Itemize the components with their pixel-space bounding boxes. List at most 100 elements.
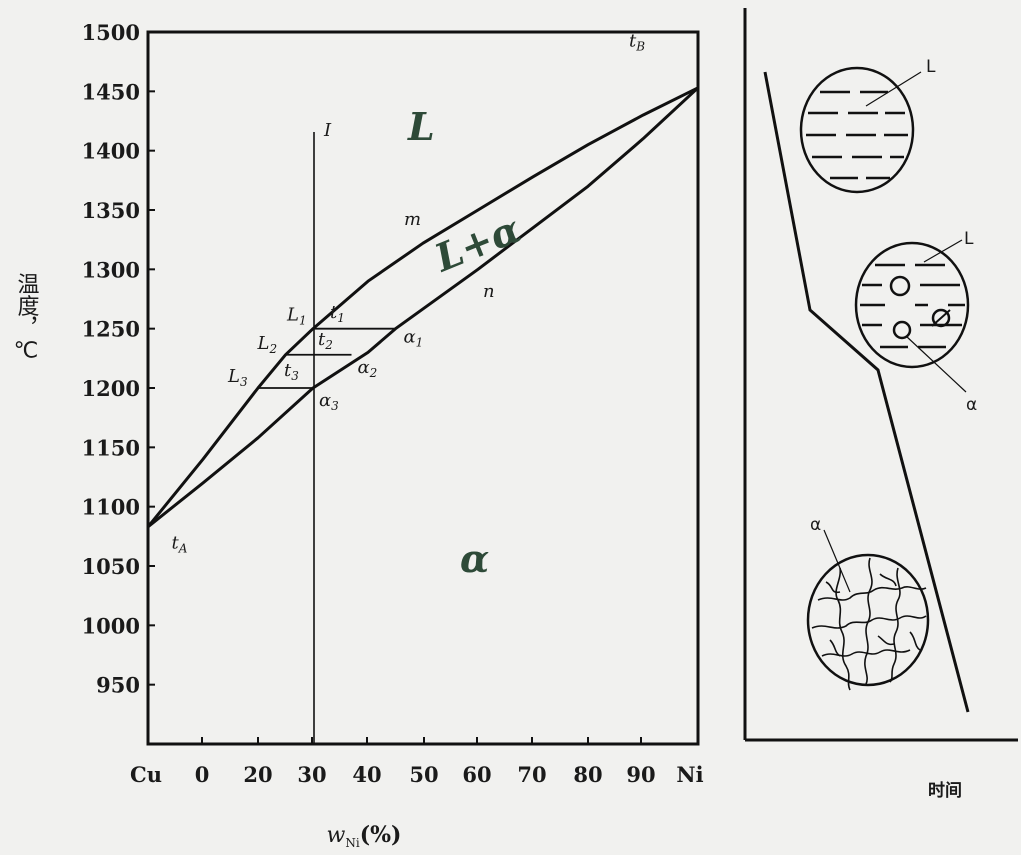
liquid-composition-label-main: L (257, 333, 270, 354)
x-axis-label-w: w (327, 823, 346, 848)
grain-boundaries (811, 557, 927, 691)
solid-composition-label-sub: 2 (369, 366, 378, 380)
x-tick-label: 0 (195, 762, 210, 787)
melting-point-label-main: t (629, 31, 637, 52)
y-tick-label: 950 (96, 673, 140, 698)
grain-two-phase-label-L: L (964, 229, 974, 249)
liquidus-label: m (404, 209, 421, 230)
melting-point-label: tB (629, 31, 645, 54)
y-tick-label: 1050 (82, 554, 140, 579)
grain-two-phase-leader-L (923, 239, 963, 263)
phase-curves (146, 86, 700, 744)
solid-composition-label-sub: 1 (416, 336, 424, 350)
alpha-nucleus (892, 320, 912, 340)
time-axis-label: 时间 (928, 780, 962, 801)
alloy-line-label: I (323, 120, 332, 141)
tie-line-temp-label-main: t (330, 302, 338, 323)
alpha-nucleus-mark (931, 309, 951, 327)
x-tick-label: 30 (297, 762, 326, 787)
grain-solid: α (806, 515, 930, 691)
x-tick-label: 60 (462, 762, 491, 787)
phase-chart: 1500145014001350130012501200115011001050… (82, 20, 704, 787)
y-tick-label: 1400 (82, 139, 140, 164)
x-tick-label: 40 (352, 762, 381, 787)
grain-solid-leader (823, 529, 851, 593)
tie-line-temp-label-main: t (284, 360, 292, 381)
grain-two-phase-leader-a (905, 335, 967, 393)
y-tick-label: 1200 (82, 376, 140, 401)
liquid-composition-label: L3 (227, 366, 248, 389)
solidus-label: n (483, 281, 495, 302)
y-tick-label: 1500 (82, 20, 140, 45)
grain-solid-outline (806, 553, 930, 687)
liquid-composition-label-sub: 2 (268, 342, 277, 356)
grain-solid-label: α (810, 515, 821, 535)
solid-composition-label-main: α (404, 327, 416, 348)
y-axis-ticks: 1500 1450 1400 1350 1300 1250 1200 1150 1100 1050… (82, 20, 155, 698)
region-liquid-label: L (407, 104, 435, 149)
x-tick-label: Ni (676, 762, 703, 787)
y-axis-label: 温度，℃ (14, 273, 40, 364)
grain-liquid-label: L (926, 57, 936, 77)
liquid-dashes (806, 90, 908, 180)
cooling-curve (763, 71, 970, 713)
x-axis-ticks: Cu 0 20 30 40 50 60 70 80 90 Ni (130, 737, 704, 787)
x-axis-label: wNi(%) (327, 822, 402, 850)
x-axis-label-sub: Ni (345, 836, 360, 850)
tie-line-temp-label-main: t (318, 329, 326, 350)
solid-composition-label-sub: 3 (331, 399, 339, 413)
tie-line-temp-label-sub: 3 (291, 369, 299, 383)
x-tick-label: 70 (517, 762, 546, 787)
y-tick-label: 1000 (82, 613, 140, 638)
melting-point-label-main: t (172, 533, 180, 554)
x-tick-label: 80 (573, 762, 602, 787)
grain-two-phase: L α (854, 229, 977, 415)
tie-line-temp-label: t1 (330, 302, 345, 325)
liquid-composition-label: L2 (257, 333, 278, 356)
tie-line-temp-label-sub: 1 (337, 311, 345, 325)
alpha-nucleus (931, 308, 951, 328)
liquidus-curve (146, 86, 699, 528)
two-phase-dashes (860, 263, 965, 349)
x-axis-label-unit: (%) (360, 822, 402, 848)
region-solid-label: α (460, 536, 489, 581)
y-tick-label: 1300 (82, 257, 140, 282)
solid-composition-label-main: α (319, 390, 331, 411)
x-tick-label: 20 (243, 762, 272, 787)
y-tick-label: 1150 (82, 435, 140, 460)
y-tick-label: 1450 (82, 79, 140, 104)
y-tick-label: 1250 (82, 317, 140, 342)
solid-composition-label: α1 (404, 327, 424, 350)
liquid-composition-label-sub: 3 (240, 375, 248, 389)
tie-lines (258, 327, 396, 389)
grain-liquid-outline (799, 66, 915, 194)
liquid-composition-label-main: L (227, 366, 240, 387)
y-tick-label: 1100 (82, 495, 140, 520)
x-tick-label: 90 (626, 762, 655, 787)
x-tick-label: 50 (409, 762, 438, 787)
liquid-composition-label-main: L (286, 305, 299, 326)
grain-two-phase-label-a: α (966, 395, 977, 415)
x-tick-label: Cu (130, 762, 162, 787)
solid-composition-label-main: α (358, 357, 370, 378)
melting-point-label-sub: B (635, 40, 645, 54)
tie-line-temp-label: t2 (318, 329, 333, 352)
grain-liquid: L (799, 57, 936, 194)
alpha-nucleus (889, 275, 911, 297)
melting-point-label: tA (172, 533, 188, 556)
tie-line-temp-label: t3 (284, 360, 299, 383)
cooling-panel: 时间 L (743, 8, 1018, 801)
grain-liquid-leader (865, 71, 922, 107)
solidus-curve (147, 86, 700, 528)
grain-two-phase-outline (854, 241, 970, 369)
solid-composition-label: α2 (358, 357, 378, 380)
liquid-composition-label-sub: 1 (299, 314, 307, 328)
tie-line-temp-label-sub: 2 (324, 338, 333, 352)
y-tick-label: 1350 (82, 198, 140, 223)
solid-composition-label: α3 (319, 390, 339, 413)
liquid-composition-label: L1 (286, 305, 307, 328)
melting-point-label-sub: A (178, 542, 188, 556)
